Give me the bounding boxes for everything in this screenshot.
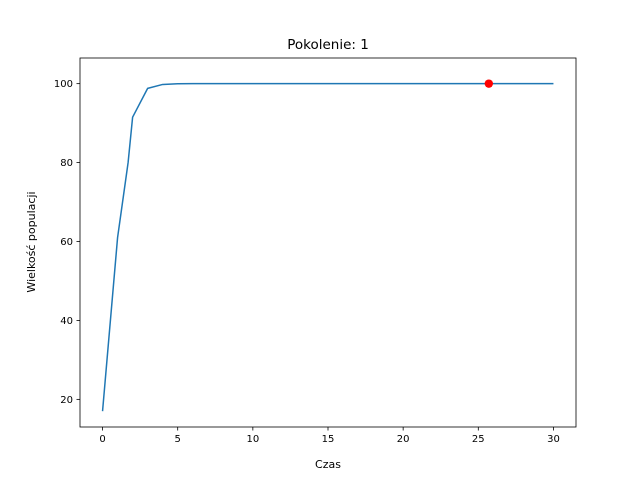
x-tick-label: 25 <box>472 434 485 445</box>
x-tick-label: 20 <box>397 434 410 445</box>
series-line <box>101 82 554 412</box>
x-tick-label: 0 <box>99 434 105 445</box>
y-tick-label: 100 <box>54 79 73 90</box>
y-tick-label: 40 <box>60 316 73 327</box>
x-tick-label: 10 <box>246 434 259 445</box>
y-tick-label: 60 <box>60 237 73 248</box>
y-tick-label: 80 <box>60 158 73 169</box>
plot-area: 0 5 10 15 20 25 30 20 40 60 80 100 <box>54 57 577 445</box>
x-tick-label: 5 <box>175 434 181 445</box>
y-axis-label: Wielkość populacji <box>25 191 38 292</box>
x-tick-label: 30 <box>547 434 560 445</box>
y-tick-label: 20 <box>60 395 73 406</box>
x-tick-label: 15 <box>322 434 335 445</box>
chart-title: Pokolenie: 1 <box>287 37 369 53</box>
x-axis-label: Czas <box>315 458 341 471</box>
highlight-point <box>484 79 494 88</box>
